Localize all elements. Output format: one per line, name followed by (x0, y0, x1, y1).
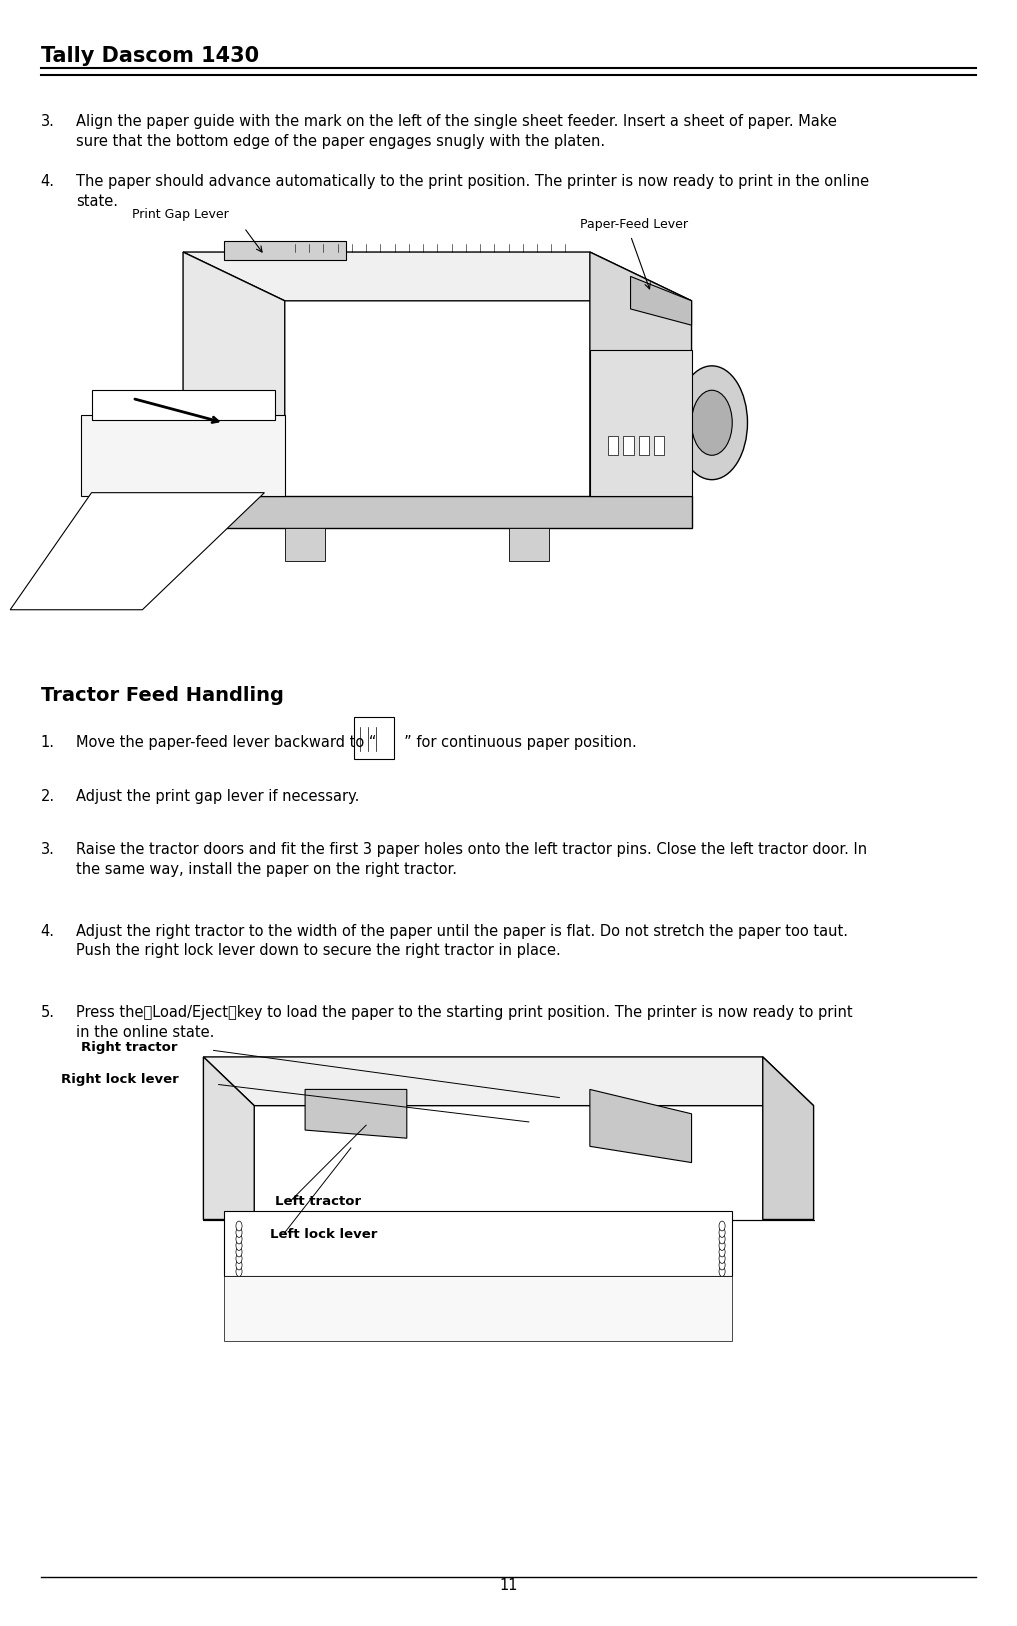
Text: 11: 11 (499, 1579, 518, 1593)
Text: The paper should advance automatically to the print position. The printer is now: The paper should advance automatically t… (76, 174, 870, 208)
Text: 1.: 1. (41, 735, 55, 750)
Text: Raise the tractor doors and fit the first 3 paper holes onto the left tractor pi: Raise the tractor doors and fit the firs… (76, 842, 868, 876)
Circle shape (719, 1267, 725, 1276)
Text: Paper-Feed Lever: Paper-Feed Lever (580, 218, 687, 231)
Text: Move the paper-feed lever backward to “      ” for continuous paper position.: Move the paper-feed lever backward to “ … (76, 735, 637, 750)
Polygon shape (285, 528, 325, 561)
FancyBboxPatch shape (354, 717, 394, 759)
Circle shape (676, 366, 747, 480)
Polygon shape (631, 276, 692, 325)
Text: Adjust the right tractor to the width of the paper until the paper is flat. Do n: Adjust the right tractor to the width of… (76, 924, 848, 958)
FancyBboxPatch shape (224, 241, 346, 260)
Circle shape (236, 1241, 242, 1250)
Text: Tractor Feed Handling: Tractor Feed Handling (41, 686, 284, 706)
Text: 3.: 3. (41, 842, 55, 857)
Text: 2.: 2. (41, 789, 55, 803)
Text: Print Gap Lever: Print Gap Lever (132, 208, 229, 221)
Polygon shape (10, 493, 264, 610)
Bar (623, 436, 634, 455)
Circle shape (719, 1254, 725, 1263)
Text: 3.: 3. (41, 114, 55, 128)
Circle shape (236, 1228, 242, 1237)
Circle shape (719, 1228, 725, 1237)
Polygon shape (590, 252, 692, 496)
Circle shape (719, 1221, 725, 1231)
Text: 4.: 4. (41, 174, 55, 189)
Circle shape (236, 1254, 242, 1263)
Polygon shape (183, 252, 692, 301)
Text: Tally Dascom 1430: Tally Dascom 1430 (41, 46, 258, 65)
Polygon shape (508, 528, 549, 561)
Bar (654, 436, 664, 455)
Text: 5.: 5. (41, 1005, 55, 1020)
Circle shape (236, 1234, 242, 1244)
Circle shape (236, 1260, 242, 1270)
Circle shape (719, 1260, 725, 1270)
Polygon shape (183, 252, 285, 496)
Polygon shape (763, 1057, 814, 1220)
Text: Left lock lever: Left lock lever (270, 1228, 377, 1241)
Polygon shape (590, 1089, 692, 1163)
Polygon shape (224, 1276, 732, 1341)
Polygon shape (92, 390, 275, 420)
Polygon shape (81, 415, 285, 496)
Circle shape (692, 390, 732, 455)
Polygon shape (224, 1211, 732, 1276)
Circle shape (236, 1221, 242, 1231)
Circle shape (719, 1234, 725, 1244)
Polygon shape (305, 1089, 407, 1138)
Circle shape (236, 1247, 242, 1257)
Bar (639, 436, 649, 455)
Bar (608, 436, 618, 455)
Polygon shape (203, 1057, 254, 1220)
Circle shape (719, 1241, 725, 1250)
Text: Adjust the print gap lever if necessary.: Adjust the print gap lever if necessary. (76, 789, 360, 803)
Text: Align the paper guide with the mark on the left of the single sheet feeder. Inse: Align the paper guide with the mark on t… (76, 114, 837, 148)
Circle shape (236, 1267, 242, 1276)
Text: Press the【Load/Eject】key to load the paper to the starting print position. The p: Press the【Load/Eject】key to load the pap… (76, 1005, 853, 1039)
Text: Left tractor: Left tractor (275, 1195, 361, 1208)
Bar (590, 350, 692, 496)
Polygon shape (203, 1057, 814, 1106)
Polygon shape (183, 496, 692, 528)
Text: 4.: 4. (41, 924, 55, 938)
Circle shape (719, 1247, 725, 1257)
Text: Right lock lever: Right lock lever (61, 1073, 179, 1086)
Text: Right tractor: Right tractor (81, 1041, 178, 1054)
